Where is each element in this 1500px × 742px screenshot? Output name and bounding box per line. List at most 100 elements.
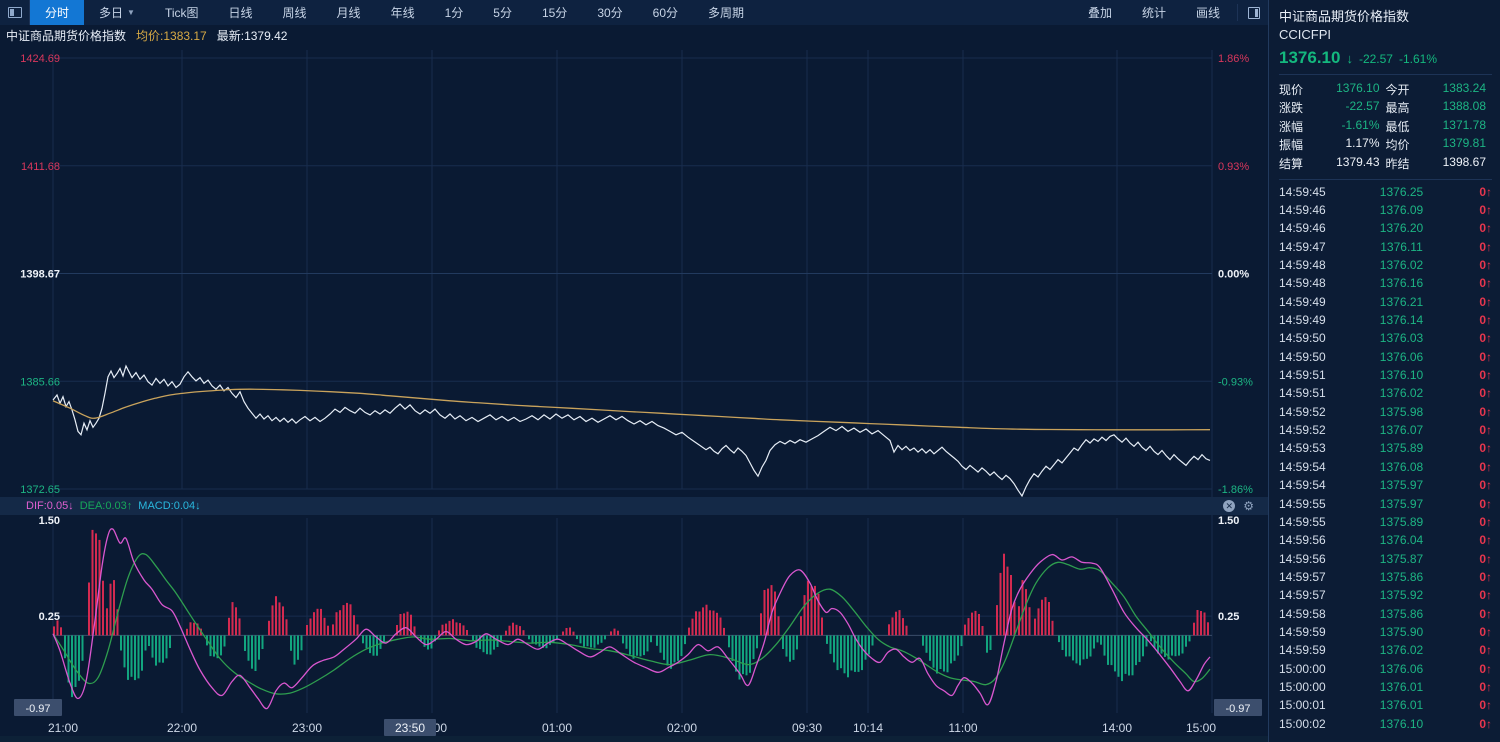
tick-price: 1375.97: [1379, 496, 1424, 511]
tick-row: 14:59:54 1376.08 0↑: [1279, 458, 1492, 476]
up-arrow-icon: ↑: [1486, 221, 1492, 236]
up-arrow-icon: ↑: [1486, 643, 1492, 658]
tool-tab[interactable]: 叠加: [1087, 6, 1112, 20]
time-axis-label: 09:30: [792, 721, 822, 735]
tick-time: 14:59:59: [1279, 624, 1326, 639]
tick-volume: 0↑: [1479, 368, 1492, 383]
tick-volume: 0↑: [1479, 679, 1492, 694]
quote-value: 1383.24: [1442, 80, 1486, 95]
time-axis-label: 22:00: [167, 721, 197, 735]
tick-price: 1375.86: [1379, 569, 1424, 584]
up-arrow-icon: ↑: [1486, 661, 1492, 676]
tick-volume: 0↑: [1479, 643, 1492, 658]
up-arrow-icon: ↑: [1486, 258, 1492, 273]
tick-row: 14:59:48 1376.16 0↑: [1279, 274, 1492, 292]
tick-price: 1376.06: [1379, 661, 1424, 676]
percent-axis-label: 0.00%: [1218, 269, 1249, 281]
crosshair-y-label-box: [14, 699, 62, 716]
time-axis-label: 02:00: [667, 721, 697, 735]
tick-price: 1375.89: [1379, 441, 1424, 456]
tick-row: 14:59:49 1376.21 0↑: [1279, 293, 1492, 311]
period-tab[interactable]: 月线: [336, 6, 361, 20]
period-tab[interactable]: 60分: [652, 6, 679, 20]
layout-button[interactable]: [1240, 0, 1268, 25]
up-arrow-icon: ↑: [1486, 184, 1492, 199]
tick-row: 14:59:50 1376.03 0↑: [1279, 329, 1492, 347]
tick-price: 1375.98: [1379, 404, 1424, 419]
quote-label: 现价: [1279, 82, 1304, 97]
period-tab[interactable]: 分时: [30, 0, 85, 25]
price-axis-label: 1372.65: [20, 484, 60, 496]
up-arrow-icon: ↑: [1486, 313, 1492, 328]
period-tab[interactable]: 5分: [493, 6, 512, 20]
macd-axis-label: 1.50: [39, 515, 60, 527]
period-tab[interactable]: 周线: [282, 6, 307, 20]
up-arrow-icon: ↑: [1486, 203, 1492, 218]
layout-icon: [1248, 6, 1260, 19]
tick-price: 1376.10: [1379, 368, 1424, 383]
percent-axis-label: 1.86%: [1218, 53, 1249, 65]
instrument-title: 中证商品期货价格指数: [1279, 9, 1410, 24]
quote-value: 1.17%: [1345, 136, 1380, 151]
tool-tab[interactable]: 画线: [1195, 6, 1220, 20]
period-tab[interactable]: 30分: [597, 6, 623, 20]
period-tab[interactable]: Tick图: [164, 6, 199, 20]
tick-time: 15:00:00: [1279, 661, 1326, 676]
instrument-infobar: 中证商品期货价格指数 均价:1383.17 最新:1379.42: [0, 26, 1268, 44]
tick-volume: 0↑: [1479, 551, 1492, 566]
tick-row: 14:59:51 1376.02 0↑: [1279, 384, 1492, 402]
quote-value: -1.61%: [1341, 117, 1380, 132]
macd-settings-icon[interactable]: ⚙: [1243, 499, 1254, 513]
tick-price: 1376.21: [1379, 294, 1424, 309]
tick-time: 14:59:56: [1279, 551, 1326, 566]
tick-volume: 0↑: [1479, 221, 1492, 236]
crosshair-y-label-box: [1214, 699, 1262, 716]
percent-axis-label: 0.93%: [1218, 161, 1249, 173]
period-tab[interactable]: 多周期: [708, 6, 745, 20]
time-axis-label: 01:00: [542, 721, 572, 735]
period-tab[interactable]: 多日 ▼: [99, 6, 135, 20]
chart-region: 1424.69 1.86% 1411.68 0.93% 1398.67 0.00% 1385…: [0, 0, 1268, 742]
up-arrow-icon: ↑: [1486, 404, 1492, 419]
period-tab[interactable]: 1分: [444, 6, 464, 20]
up-arrow-icon: ↑: [1486, 349, 1492, 364]
crosshair-y-label: -0.97: [1225, 703, 1250, 715]
tick-time: 14:59:50: [1279, 349, 1326, 364]
tick-price: 1376.08: [1379, 459, 1424, 474]
price-summary: 1376.10 ↓ -22.57 -1.61%: [1279, 48, 1492, 75]
tick-price: 1376.09: [1379, 203, 1424, 218]
quote-label: 涨幅: [1279, 119, 1304, 134]
tick-time: 14:59:57: [1279, 569, 1326, 584]
tick-row: 14:59:49 1376.14 0↑: [1279, 311, 1492, 329]
tick-volume: 0↑: [1479, 606, 1492, 621]
main-chart-svg[interactable]: 1424.69 1.86% 1411.68 0.93% 1398.67 0.00% 1385…: [0, 0, 1268, 742]
tick-price: 1376.02: [1379, 643, 1424, 658]
time-axis-label: 10:14: [853, 721, 883, 735]
period-tab[interactable]: 年线: [390, 6, 415, 20]
percent-axis-label: -0.93%: [1218, 376, 1253, 388]
tick-price: 1376.06: [1379, 349, 1424, 364]
price-axis-label: 1424.69: [20, 53, 60, 65]
tick-volume: 0↑: [1479, 569, 1492, 584]
tick-row: 14:59:52 1376.07 0↑: [1279, 421, 1492, 439]
quote-value: 1379.43: [1336, 154, 1380, 169]
period-tab[interactable]: 日线: [228, 6, 253, 20]
tick-time: 14:59:51: [1279, 386, 1326, 401]
panel-toggle-button[interactable]: [0, 0, 30, 25]
macd-axis-label: 0.25: [1218, 611, 1239, 623]
tick-volume: 0↑: [1479, 404, 1492, 419]
period-tab[interactable]: 15分: [541, 6, 568, 20]
tick-list[interactable]: 14:59:45 1376.25 0↑ 14:59:46 1376.09 0↑ 14:59:…: [1279, 180, 1492, 733]
current-price: 1376.10: [1279, 48, 1341, 67]
tick-price: 1376.20: [1379, 221, 1424, 236]
price-axis-label: 1411.68: [21, 161, 60, 173]
tool-tab[interactable]: 统计: [1141, 6, 1166, 20]
crosshair-x-label: 23:50: [395, 721, 425, 735]
tick-row: 14:59:59 1375.90 0↑: [1279, 623, 1492, 641]
tick-row: 14:59:56 1375.87 0↑: [1279, 549, 1492, 567]
tick-row: 14:59:53 1375.89 0↑: [1279, 439, 1492, 457]
macd-value-label: MACD:0.04↓: [138, 500, 201, 512]
tick-volume: 0↑: [1479, 313, 1492, 328]
macd-close-icon[interactable]: ✕: [1223, 500, 1236, 512]
down-arrow-icon: ↓: [1346, 51, 1353, 66]
